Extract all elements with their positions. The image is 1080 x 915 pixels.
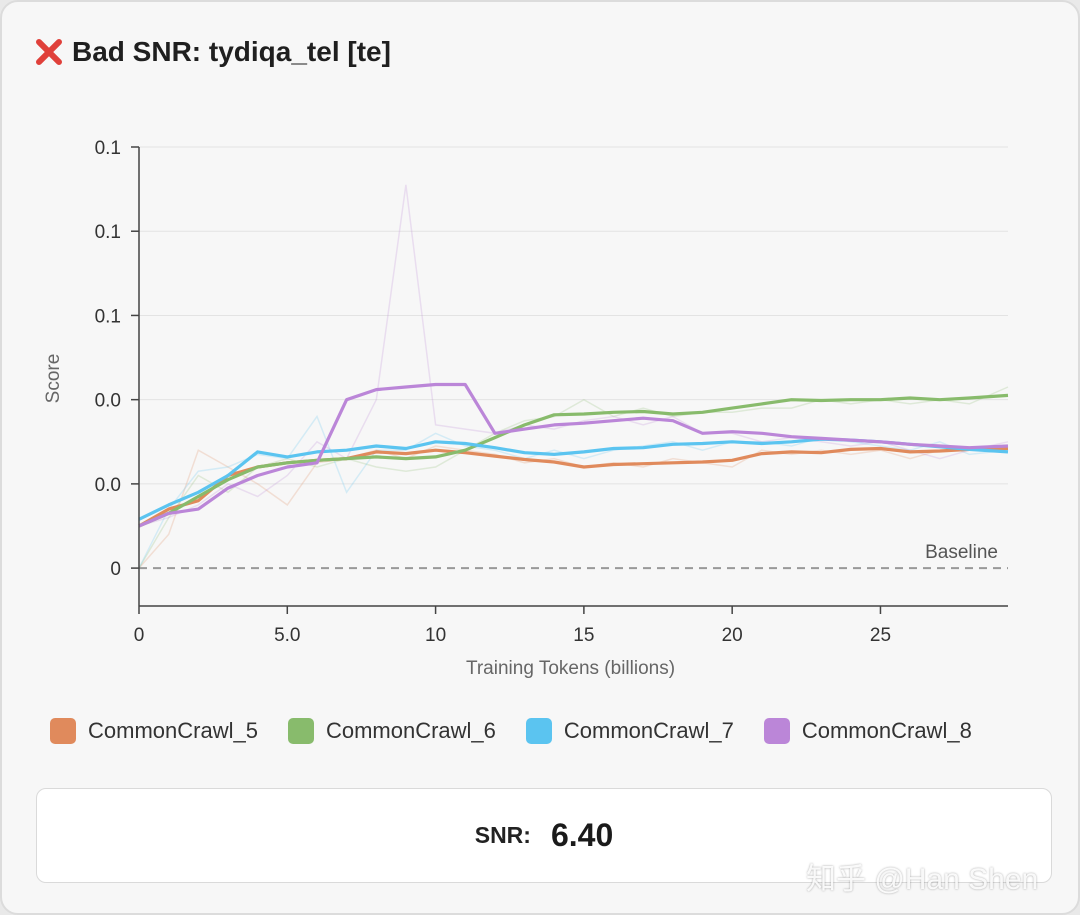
snr-panel: SNR: 6.40 xyxy=(36,788,1052,883)
legend-swatch xyxy=(50,718,76,744)
legend-swatch xyxy=(763,718,790,744)
chart-header: Bad SNR: tydiqa_tel [te] xyxy=(34,36,391,68)
y-tick-label: 0.1 xyxy=(95,138,121,159)
legend-label: CommonCrawl_6 xyxy=(325,718,496,743)
chart-title: Bad SNR: tydiqa_tel [te] xyxy=(72,36,391,67)
legend-item: CommonCrawl_7 xyxy=(525,718,734,744)
legend-label: CommonCrawl_5 xyxy=(88,718,258,743)
y-tick-label: 0.0 xyxy=(95,391,121,412)
raw-series-line xyxy=(138,445,1009,569)
y-axis-label: Score xyxy=(43,354,64,404)
x-tick-label: 10 xyxy=(425,625,446,646)
x-tick-label: 15 xyxy=(573,625,594,646)
snr-value: 6.40 xyxy=(550,817,614,853)
snr-label: SNR: xyxy=(474,822,531,848)
raw-series-line xyxy=(138,386,1009,569)
y-tick-label: 0 xyxy=(110,559,121,580)
raw-series-line xyxy=(138,184,1009,527)
series-line xyxy=(138,393,1009,528)
x-tick-label: 0 xyxy=(134,625,145,646)
series-line xyxy=(138,446,1009,528)
legend-swatch xyxy=(287,718,314,744)
chart-legend: CommonCrawl_5 CommonCrawl_6 CommonCrawl_7 C… xyxy=(50,718,1002,744)
series-line xyxy=(138,382,1009,528)
x-axis-label: Training Tokens (billions) xyxy=(466,658,675,679)
legend-swatch xyxy=(525,718,552,744)
legend-item: CommonCrawl_6 xyxy=(287,718,496,744)
baseline-label: Baseline xyxy=(925,542,998,563)
legend-label: CommonCrawl_8 xyxy=(801,718,972,743)
line-chart: Baseline 0 0.0 0.0 0.1 0.1 0.1 0 5.0 10 15 20 25 Tra… xyxy=(43,138,1009,679)
x-tick-label: 5.0 xyxy=(274,625,300,646)
watermark: 知乎 @Han Shen xyxy=(806,863,1039,896)
legend-item: CommonCrawl_5 xyxy=(50,718,258,744)
y-tick-label: 0.1 xyxy=(95,306,121,327)
legend-label: CommonCrawl_7 xyxy=(563,718,734,743)
x-tick-label: 20 xyxy=(722,625,743,646)
y-tick-label: 0.0 xyxy=(95,475,121,496)
cross-mark-icon xyxy=(36,39,62,65)
y-tick-label: 0.1 xyxy=(95,222,121,243)
legend-item: CommonCrawl_8 xyxy=(763,718,972,744)
x-tick-label: 25 xyxy=(870,625,891,646)
